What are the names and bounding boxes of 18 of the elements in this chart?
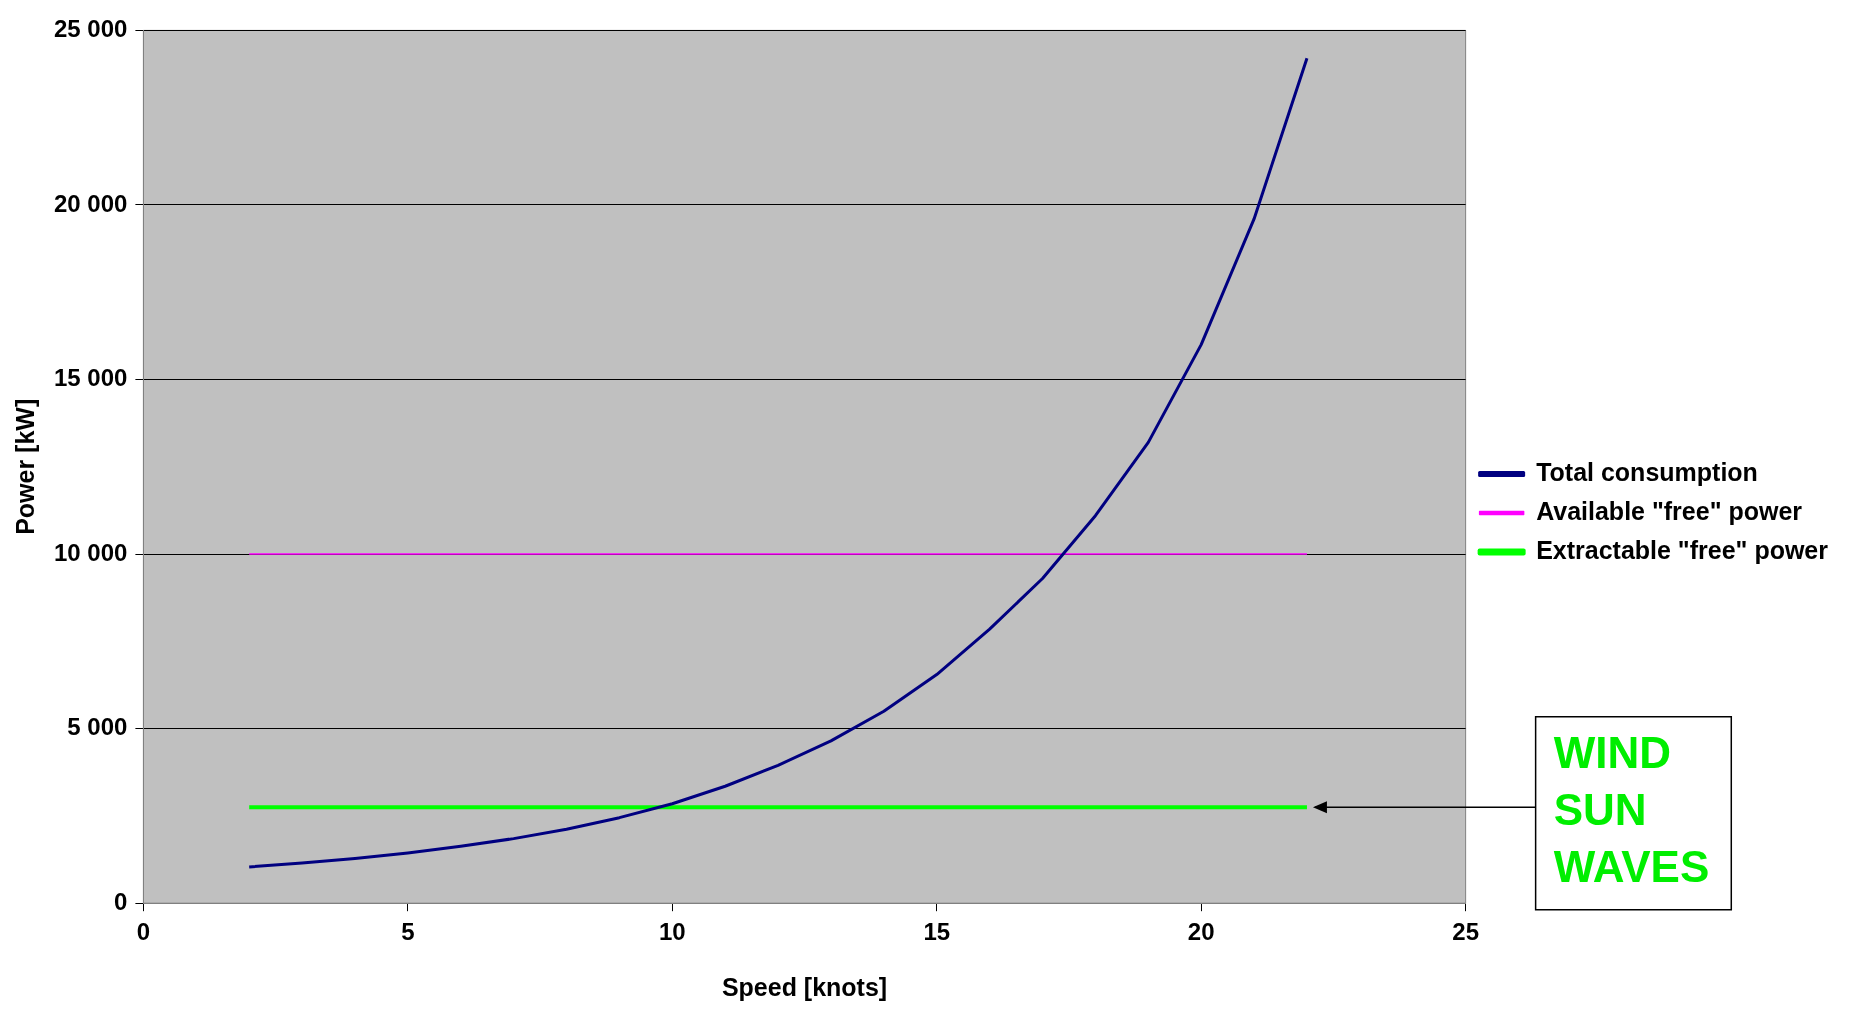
y-tick-label: 25 000 — [54, 15, 128, 43]
y-tick-label: 0 — [114, 887, 128, 915]
legend-label: Available "free" power — [1536, 496, 1803, 525]
legend-label: Extractable "free" power — [1536, 535, 1829, 564]
x-tick-label: 10 — [658, 918, 686, 946]
legend-label: Total consumption — [1536, 457, 1758, 486]
x-tick-label: 20 — [1187, 918, 1215, 946]
y-tick-label: 5 000 — [67, 713, 128, 741]
y-tick-label: 10 000 — [54, 538, 128, 566]
x-tick-label: 15 — [923, 918, 951, 946]
y-axis-title: Power [kW] — [10, 398, 39, 535]
x-axis-title: Speed [knots] — [721, 972, 888, 1001]
x-tick-label: 5 — [401, 918, 415, 946]
annotation: WIND SUN WAVES — [1553, 728, 1710, 892]
y-tick-label: 20 000 — [54, 189, 128, 217]
y-tick-label: 15 000 — [54, 364, 128, 392]
x-tick-label: 25 — [1452, 918, 1479, 946]
x-tick-label: 0 — [136, 918, 151, 946]
